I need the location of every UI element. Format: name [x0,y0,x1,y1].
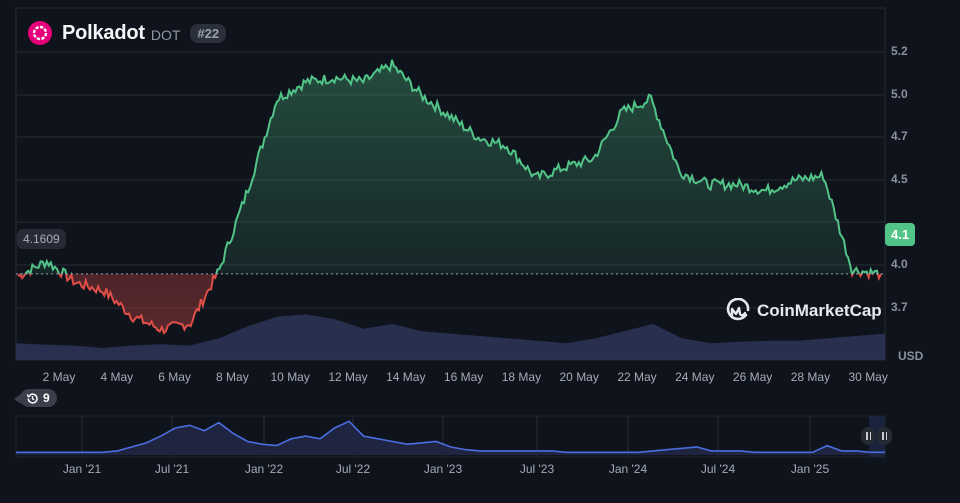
coinmarketcap-logo-icon [726,298,750,321]
events-button[interactable]: 9 [14,389,57,407]
x-tick-label: 8 May [216,370,249,384]
x-tick-label: 10 May [270,370,310,384]
x-tick-label: 30 May [848,370,888,384]
baseline-price-tag: 4.1609 [17,229,66,249]
polkadot-logo-icon [28,21,52,45]
navigator-line [16,420,885,454]
y-tick-label: 4.5 [891,172,908,186]
x-tick-label: 26 May [732,370,773,384]
navigator-x-label: Jul '23 [519,462,555,476]
x-tick-label: 2 May [42,370,76,384]
x-tick-label: 12 May [328,370,368,384]
watermark-text: CoinMarketCap [757,301,882,320]
y-tick-label: 4.0 [891,257,908,271]
navigator-x-label: Jan '23 [423,462,463,476]
y-tick-label: 5.0 [891,87,908,101]
x-tick-label: 20 May [559,370,599,384]
x-tick-label: 4 May [100,370,134,384]
y-tick-label: 3.7 [891,300,908,314]
navigator-x-label: Jul '24 [700,462,736,476]
navigator-right-handle[interactable] [877,427,892,445]
y-tick-label: 4.7 [891,129,908,143]
price-line-up [19,59,881,274]
navigator-x-label: Jan '24 [608,462,648,476]
navigator-x-label: Jul '21 [154,462,190,476]
y-tick-label: 5.2 [891,44,908,58]
x-tick-label: 16 May [443,370,484,384]
currency-label: USD [898,349,924,363]
x-tick-label: 6 May [158,370,191,384]
history-icon [26,392,38,404]
navigator-x-label: Jul '22 [335,462,371,476]
price-line-down [17,273,882,335]
x-tick-label: 28 May [790,370,831,384]
coinmarketcap-watermark: CoinMarketCap [725,298,882,324]
navigator-left-handle[interactable] [861,427,876,445]
coin-header: Polkadot DOT #22 [28,20,227,46]
events-count: 9 [43,391,50,405]
coin-name: Polkadot [62,21,145,44]
navigator-x-label: Jan '22 [244,462,284,476]
navigator-x-label: Jan '25 [790,462,830,476]
x-tick-label: 18 May [501,370,542,384]
coin-symbol: DOT [150,26,181,43]
rank-badge: #22 [190,23,227,43]
x-tick-label: 22 May [617,370,657,384]
navigator-x-label: Jan '21 [62,462,102,476]
x-tick-label: 24 May [675,370,715,384]
current-price-tag: 4.1 [885,223,916,246]
x-tick-label: 14 May [386,370,426,384]
